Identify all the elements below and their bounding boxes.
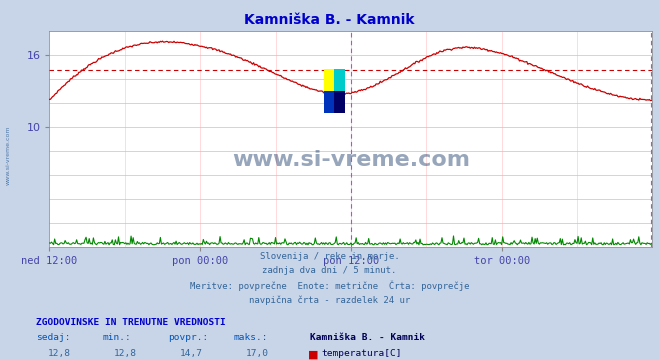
Text: Kamniška B. - Kamnik: Kamniška B. - Kamnik bbox=[310, 333, 425, 342]
Bar bbox=[324, 69, 334, 91]
Text: ■: ■ bbox=[308, 349, 319, 359]
Text: sedaj:: sedaj: bbox=[36, 333, 71, 342]
Text: Kamniška B. - Kamnik: Kamniška B. - Kamnik bbox=[244, 13, 415, 27]
Text: ZGODOVINSKE IN TRENUTNE VREDNOSTI: ZGODOVINSKE IN TRENUTNE VREDNOSTI bbox=[36, 318, 226, 327]
Text: 12,8: 12,8 bbox=[114, 349, 137, 358]
Text: navpična črta - razdelek 24 ur: navpična črta - razdelek 24 ur bbox=[249, 295, 410, 305]
Text: www.si-vreme.com: www.si-vreme.com bbox=[5, 125, 11, 185]
Bar bbox=[334, 69, 345, 91]
Text: temperatura[C]: temperatura[C] bbox=[322, 349, 402, 358]
Bar bbox=[324, 91, 334, 113]
Bar bbox=[334, 91, 345, 113]
Text: www.si-vreme.com: www.si-vreme.com bbox=[232, 150, 470, 170]
Text: maks.:: maks.: bbox=[234, 333, 268, 342]
Text: Meritve: povprečne  Enote: metrične  Črta: povprečje: Meritve: povprečne Enote: metrične Črta:… bbox=[190, 281, 469, 291]
Text: min.:: min.: bbox=[102, 333, 131, 342]
Text: povpr.:: povpr.: bbox=[168, 333, 208, 342]
Text: 14,7: 14,7 bbox=[180, 349, 203, 358]
Text: zadnja dva dni / 5 minut.: zadnja dva dni / 5 minut. bbox=[262, 266, 397, 275]
Text: Slovenija / reke in morje.: Slovenija / reke in morje. bbox=[260, 252, 399, 261]
Text: 12,8: 12,8 bbox=[48, 349, 71, 358]
Text: 17,0: 17,0 bbox=[246, 349, 269, 358]
